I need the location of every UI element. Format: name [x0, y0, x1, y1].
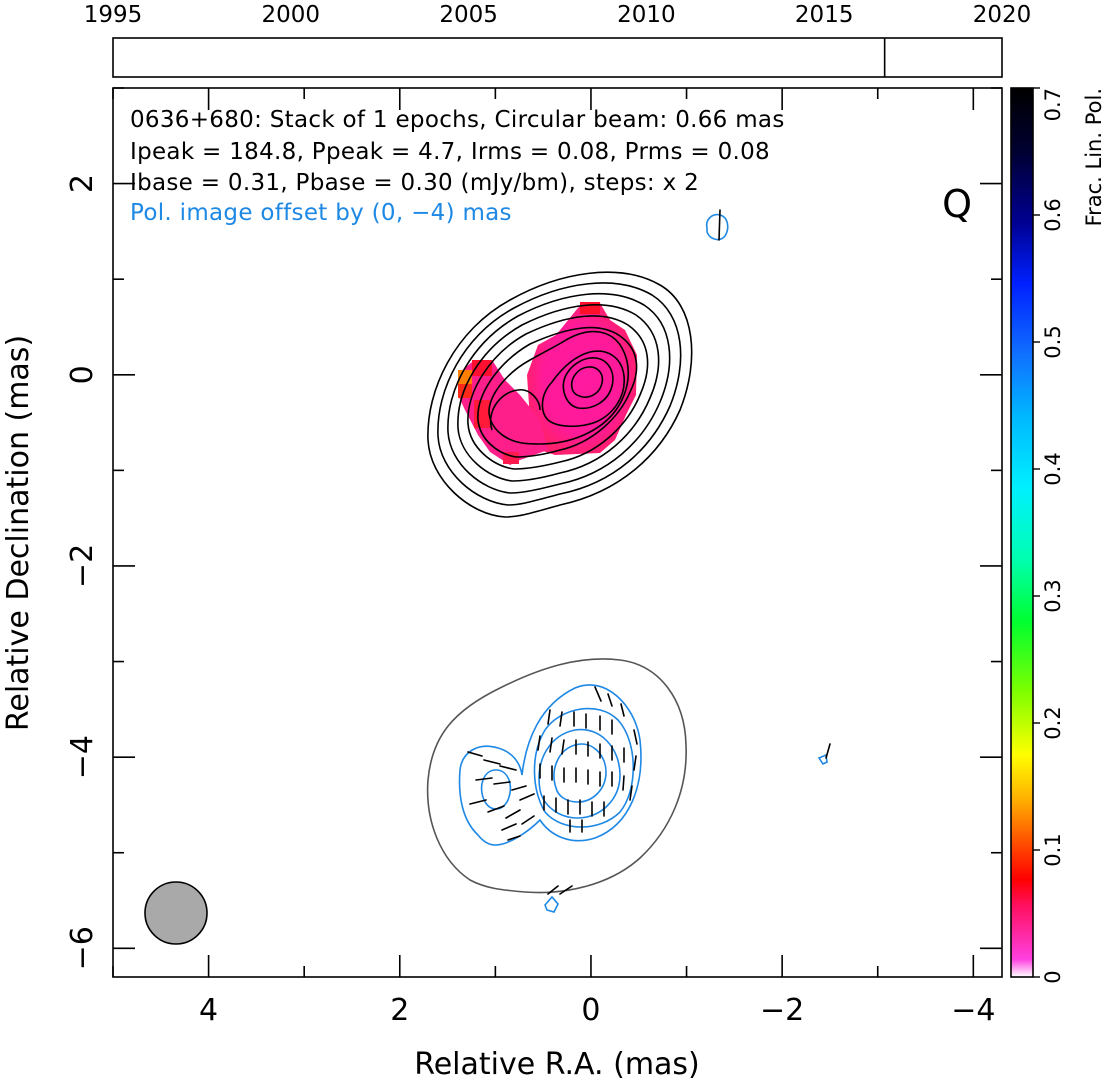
- colorbar-tick-label: 0.6: [1041, 198, 1065, 231]
- colorbar-tick-label: 0.1: [1041, 833, 1065, 866]
- i-contour: [457, 304, 660, 482]
- i-contour: [570, 366, 604, 398]
- pol-blob-tail: [458, 360, 548, 465]
- x-tick-label: 0: [581, 993, 600, 1028]
- i-contour: [488, 330, 630, 445]
- y-tick-label: −4: [65, 735, 100, 779]
- y-tick-label: 0: [65, 365, 100, 384]
- i-contour: [437, 282, 682, 506]
- x-tick-label: −2: [760, 993, 804, 1028]
- y-tick-label: −2: [65, 544, 100, 588]
- i-contour: [427, 271, 693, 518]
- timeline-year-label: 2000: [262, 2, 321, 28]
- header: 0636+680: Stack of 1 epochs, Circular be…: [130, 107, 972, 226]
- timeline-year-label: 2010: [617, 2, 676, 28]
- plot-frame: [112, 87, 1003, 978]
- timeline-year-label: 1995: [84, 2, 143, 28]
- y-tick-label: 2: [65, 174, 100, 193]
- x-tick-label: 2: [390, 993, 409, 1028]
- x-tick-label: −4: [951, 993, 995, 1028]
- colorbar-tick-label: 0.2: [1041, 706, 1065, 739]
- timeline: 1995 2000 2005 2010 2015 2020: [84, 2, 1032, 78]
- stokes-i-contours: [427, 271, 693, 518]
- band-label: Q: [942, 182, 972, 226]
- evpa-vectors: [467, 209, 831, 895]
- x-tick-label: 4: [199, 993, 218, 1028]
- timeline-year-label: 2005: [439, 2, 498, 28]
- header-line-4: Pol. image offset by (0, −4) mas: [130, 200, 512, 226]
- p-contour-spot: [544, 895, 559, 913]
- colorbar-tick-label: 0.3: [1041, 579, 1065, 612]
- header-line-1: 0636+680: Stack of 1 epochs, Circular be…: [130, 107, 785, 133]
- timeline-frame: [112, 37, 1003, 78]
- header-line-2: Ipeak = 184.8, Ppeak = 4.7, Irms = 0.08,…: [130, 139, 770, 165]
- i-contour: [562, 357, 614, 410]
- i-contour: [447, 292, 671, 494]
- pol-pixel-red-5: [474, 400, 490, 428]
- p-contour-spot: [817, 753, 828, 766]
- y-axis-label: Relative Declination (mas): [1, 335, 36, 731]
- pol-pixel-red-2: [472, 360, 492, 376]
- colorbar-tick-label: 0: [1041, 970, 1065, 983]
- timeline-year-label: 2015: [795, 2, 854, 28]
- colorbar-tick-label: 0.5: [1041, 325, 1065, 358]
- colorbar-gradient: [1010, 87, 1034, 978]
- i-contour: [477, 326, 638, 458]
- p-contour-spot: [705, 213, 729, 241]
- colorbar: 0 0.1 0.2 0.3 0.4 0.5 0.6 0.7 Frac. Lin. Pol.: [1010, 87, 1106, 984]
- plot-area: 4 2 0 −2 −4 2 0 −2 −4 −6 0636+680: Stack of 1 ep…: [1, 87, 1003, 1082]
- i-contour: [489, 389, 541, 431]
- i-contour: [467, 315, 649, 470]
- p-contour: [458, 684, 642, 846]
- timeline-year-label: 2020: [973, 2, 1032, 28]
- outer-i-contour: [426, 658, 687, 894]
- pol-pixel-red-1: [458, 384, 472, 398]
- polarization-contours: [458, 213, 828, 913]
- p-contour: [538, 728, 621, 819]
- colorbar-tick-label: 0.7: [1041, 88, 1065, 121]
- beam-ellipse: [144, 881, 208, 945]
- y-tick-label: −6: [65, 926, 100, 970]
- pol-pixel-red-3: [580, 302, 600, 314]
- header-line-3: Ibase = 0.31, Pbase = 0.30 (mJy/bm), ste…: [130, 170, 699, 196]
- x-axis-label: Relative R.A. (mas): [414, 1047, 700, 1082]
- i-contour: [541, 350, 625, 428]
- p-contour: [533, 707, 635, 828]
- colorbar-tick-label: 0.4: [1041, 452, 1065, 485]
- colorbar-label: Frac. Lin. Pol.: [1082, 88, 1106, 226]
